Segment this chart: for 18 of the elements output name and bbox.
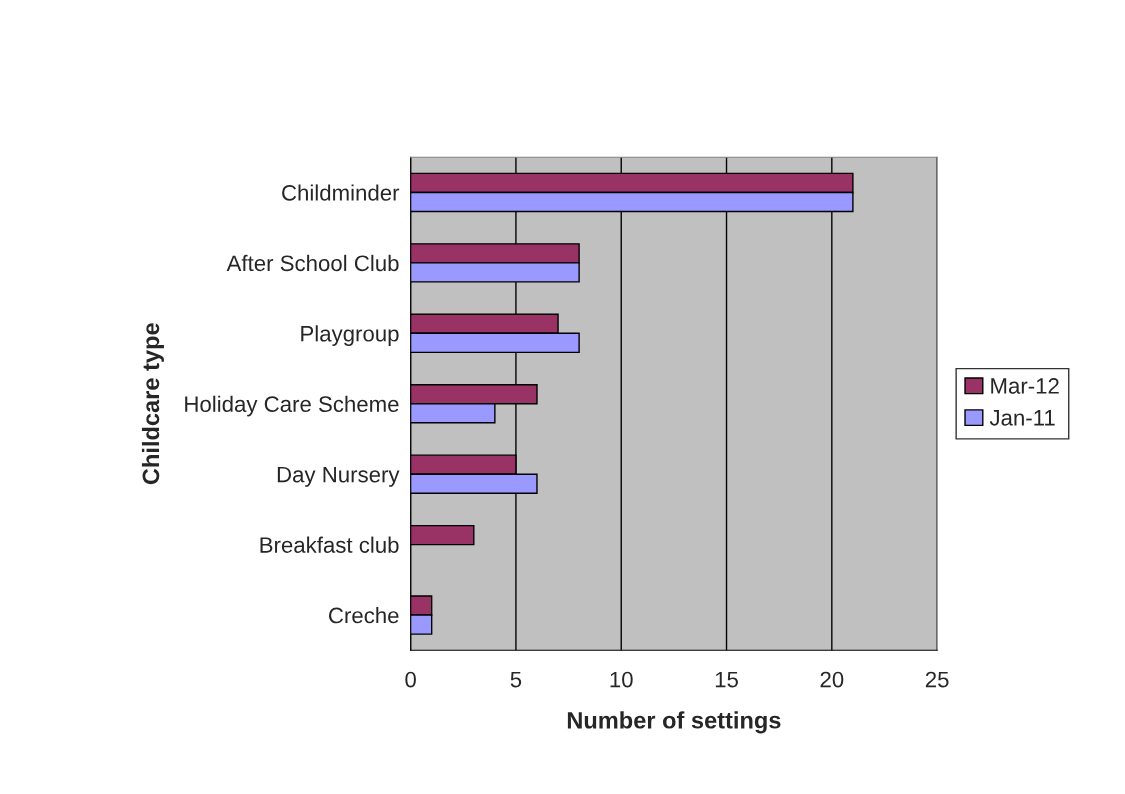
y-tick-label: Playgroup [301, 325, 399, 346]
legend-label: Mar-12 [991, 378, 1059, 394]
y-axis-title: Childcare type [141, 323, 164, 485]
x-tick-label: 5 [510, 671, 522, 688]
x-tick-label: 20 [820, 671, 844, 688]
y-tick-label: Holiday Care Scheme [185, 395, 399, 417]
x-tick-label: 25 [925, 671, 949, 688]
legend-label: Jan-11 [989, 410, 1055, 426]
x-axis-title: Number of settings [567, 711, 781, 734]
bar [410, 524, 475, 546]
y-tick-label: Creche [329, 607, 399, 624]
y-tick-label: Day Nursery [277, 466, 400, 487]
y-tick-label: Childminder [282, 184, 400, 201]
x-tick-label: 10 [610, 671, 633, 688]
x-tick-label: 15 [715, 671, 738, 688]
y-tick-label: Breakfast club [260, 536, 399, 553]
x-tick-label: 0 [405, 671, 416, 688]
y-tick-label: After School Club [226, 254, 399, 272]
